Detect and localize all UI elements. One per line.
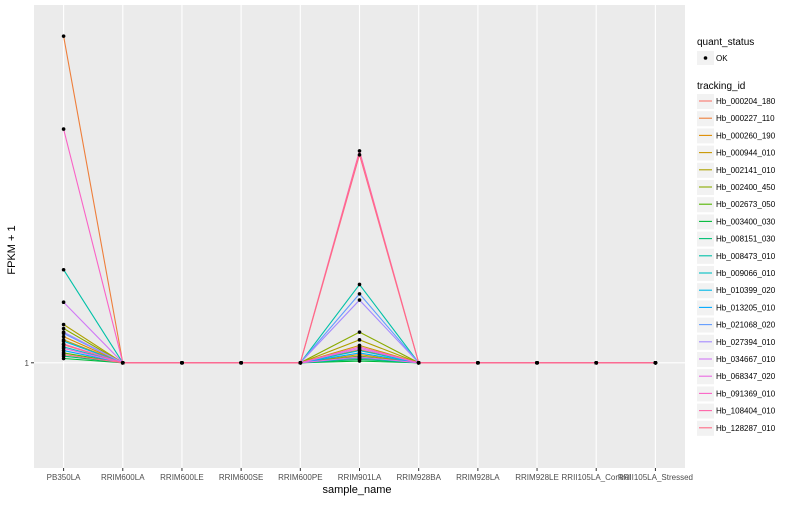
legend-label: Hb_021068_020 [716,321,776,330]
data-point [535,360,539,365]
legend-label: Hb_002400_450 [716,183,776,192]
legend-label: Hb_009066_010 [716,269,776,278]
data-point [357,345,362,349]
data-point [180,360,184,365]
y-tick-label: 1 [25,359,30,368]
legend-label: Hb_108404_010 [716,407,776,416]
data-point [61,346,66,351]
legend-label: Hb_013205_010 [716,303,776,312]
data-point [239,360,243,365]
x-axis-title: sample_name [322,484,391,496]
data-point [357,153,362,157]
x-tick-label: RRIM600SE [219,473,263,482]
x-tick-label: RRIM928LA [456,473,500,482]
legend-label: Hb_008151_030 [716,235,776,244]
data-point [120,360,125,365]
data-point [61,334,66,339]
data-point [476,360,480,365]
data-point [357,292,362,296]
data-point [61,356,66,361]
legend-label: Hb_000260_190 [716,131,776,140]
legend-ok-point [703,56,708,60]
legend-label: Hb_091369_010 [716,389,776,398]
data-point [61,267,66,272]
data-point [357,298,362,302]
legend-label: Hb_002673_050 [716,200,776,209]
x-tick-label: RRII105LA_Stressed [618,473,693,482]
data-point [298,360,303,365]
data-point [357,351,362,355]
data-point [61,352,66,357]
data-point [416,360,421,365]
legend-ok-label: OK [716,54,728,63]
data-point [653,360,658,365]
legend-label: Hb_003400_030 [716,217,776,226]
x-tick-label: RRIM600LE [160,473,204,482]
legend-label: Hb_068347_020 [716,372,776,381]
x-tick-label: PB350LA [47,473,81,482]
data-point [61,300,66,305]
axis-layer: 1 PB350LA RRIM600LA RRIM600LE RRIM600SE RRIM6… [25,359,693,482]
legend-shape-title: quant_status [697,37,754,48]
legend-label: Hb_002141_010 [716,166,776,175]
data-point [61,342,66,346]
legend-label: Hb_008473_010 [716,252,776,261]
legend-label: Hb_000204_180 [716,97,776,106]
points-layer [61,34,658,365]
grid-layer [34,5,685,468]
legend-label: Hb_010399_020 [716,286,776,295]
legend-label: Hb_000944_010 [716,149,776,158]
data-point [61,326,66,331]
legend-label: Hb_000227_110 [716,114,775,123]
data-point [61,34,66,38]
y-axis-title: FPKM + 1 [6,225,18,274]
x-tick-label: RRIM600PE [278,473,322,482]
x-tick-label: RRIM928LE [515,473,559,482]
legend-color-title: tracking_id [697,81,745,92]
data-point [357,355,362,359]
data-point [357,330,362,334]
data-point [357,149,362,153]
legend-label: Hb_034667_010 [716,355,776,364]
data-point [61,330,66,334]
legend-label: Hb_027394_010 [716,338,776,347]
data-point [594,360,599,365]
data-point [357,338,362,342]
x-tick-label: RRIM928BA [396,473,441,482]
x-tick-label: RRII105LA_Control [562,473,632,482]
data-point [61,322,66,327]
data-point [61,127,66,131]
x-tick-label: RRIM901LA [338,473,382,482]
legend: quant_status tracking_id OK Hb_000204_180… [697,37,776,436]
x-tick-label: RRIM600LA [101,473,145,482]
data-point [357,282,362,287]
data-point [61,339,66,344]
legend-label: Hb_128287_010 [716,424,776,433]
